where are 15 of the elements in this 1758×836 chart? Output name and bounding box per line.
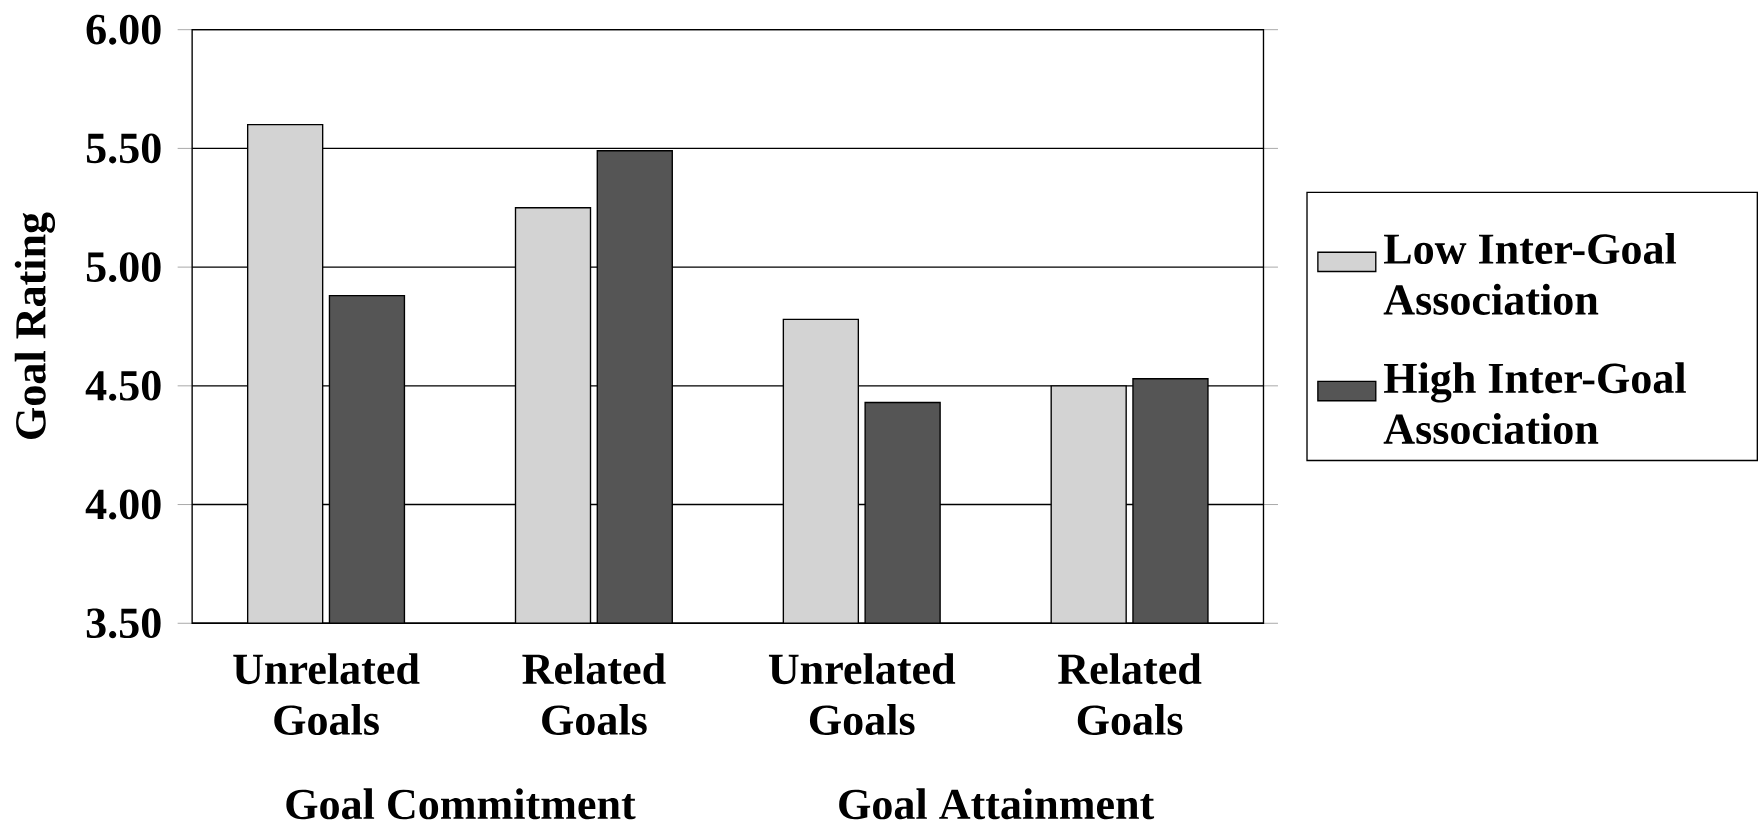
- x-tick-label: Unrelated Goals: [768, 653, 956, 736]
- y-tick-label: 3.50: [86, 608, 161, 639]
- legend-label: High Inter-Goal Association: [1383, 362, 1686, 445]
- y-tick-label: 5.00: [86, 252, 161, 283]
- text: Goal Commitment: [286, 788, 636, 820]
- x-tick-label: Unrelated Goals: [233, 653, 420, 736]
- x-tick-label: Related Goals: [522, 653, 666, 736]
- text: Goal Attainment: [839, 788, 1155, 820]
- legend-label: Low Inter-Goal Association: [1383, 233, 1677, 316]
- y-tick-label: 5.50: [86, 133, 161, 164]
- y-axis-title: Goal Rating: [14, 212, 56, 440]
- y-tick-label: 4.50: [85, 371, 161, 402]
- y-tick-label: 4.00: [85, 489, 161, 520]
- x-tick-label: Related Goals: [1058, 653, 1202, 736]
- y-tick-label: 6.00: [86, 14, 161, 45]
